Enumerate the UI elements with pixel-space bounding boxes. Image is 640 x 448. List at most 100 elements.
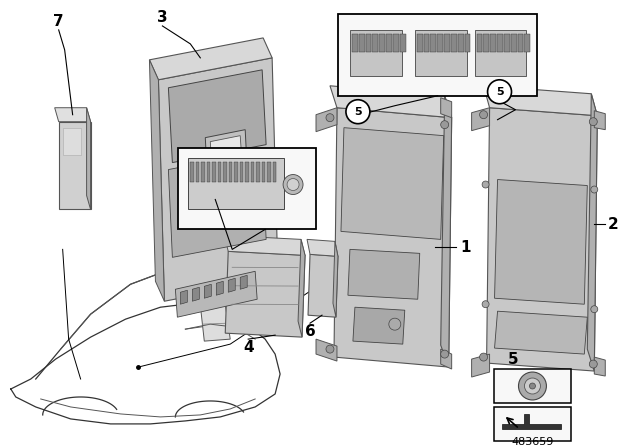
Polygon shape bbox=[441, 96, 452, 367]
Circle shape bbox=[346, 100, 370, 124]
Bar bbox=[393, 34, 399, 52]
Polygon shape bbox=[228, 278, 236, 292]
Polygon shape bbox=[204, 284, 211, 298]
Bar bbox=[202, 162, 205, 181]
Polygon shape bbox=[63, 128, 81, 155]
Text: 2: 2 bbox=[608, 217, 619, 232]
Bar bbox=[380, 34, 385, 52]
Circle shape bbox=[488, 80, 511, 104]
Bar bbox=[262, 162, 265, 181]
Circle shape bbox=[479, 353, 488, 361]
Bar bbox=[352, 34, 358, 52]
Bar bbox=[196, 162, 199, 181]
Polygon shape bbox=[441, 98, 452, 118]
Bar bbox=[483, 34, 489, 52]
Text: 6: 6 bbox=[305, 323, 316, 339]
Bar bbox=[273, 162, 276, 181]
Polygon shape bbox=[330, 86, 452, 118]
Polygon shape bbox=[334, 108, 452, 367]
Bar bbox=[490, 34, 496, 52]
Polygon shape bbox=[86, 108, 91, 210]
Bar bbox=[207, 162, 211, 181]
Circle shape bbox=[529, 383, 536, 389]
Text: 5: 5 bbox=[508, 352, 519, 366]
Circle shape bbox=[479, 111, 488, 119]
Bar bbox=[179, 148, 316, 229]
Polygon shape bbox=[200, 304, 230, 341]
Bar bbox=[190, 162, 194, 181]
Bar bbox=[415, 30, 467, 76]
Circle shape bbox=[326, 114, 334, 122]
Polygon shape bbox=[595, 357, 605, 376]
Bar bbox=[497, 34, 503, 52]
Bar bbox=[228, 162, 232, 181]
Bar bbox=[511, 34, 516, 52]
Polygon shape bbox=[333, 241, 338, 317]
Circle shape bbox=[441, 350, 449, 358]
Bar bbox=[477, 34, 483, 52]
Bar bbox=[417, 34, 422, 52]
Bar bbox=[256, 162, 260, 181]
Polygon shape bbox=[175, 271, 257, 317]
Circle shape bbox=[283, 175, 303, 194]
Bar bbox=[240, 162, 243, 181]
Circle shape bbox=[524, 378, 540, 394]
Circle shape bbox=[589, 360, 597, 368]
Bar bbox=[431, 34, 436, 52]
Circle shape bbox=[591, 306, 598, 313]
Circle shape bbox=[589, 118, 597, 126]
Polygon shape bbox=[441, 349, 452, 369]
Polygon shape bbox=[205, 129, 248, 198]
Bar bbox=[218, 162, 221, 181]
Polygon shape bbox=[216, 281, 223, 295]
Polygon shape bbox=[307, 239, 338, 256]
Bar bbox=[350, 30, 402, 76]
Bar bbox=[223, 162, 227, 181]
Polygon shape bbox=[588, 94, 597, 371]
Polygon shape bbox=[495, 180, 588, 304]
Polygon shape bbox=[59, 122, 91, 210]
Bar bbox=[386, 34, 392, 52]
Polygon shape bbox=[54, 108, 91, 122]
Bar bbox=[245, 162, 249, 181]
Polygon shape bbox=[348, 250, 420, 299]
Polygon shape bbox=[298, 239, 305, 337]
Circle shape bbox=[518, 372, 547, 400]
Text: 1: 1 bbox=[460, 240, 471, 255]
Bar bbox=[524, 34, 531, 52]
Circle shape bbox=[326, 345, 334, 353]
Bar bbox=[465, 34, 470, 52]
Polygon shape bbox=[486, 108, 597, 371]
Bar bbox=[267, 162, 271, 181]
Polygon shape bbox=[472, 354, 490, 377]
Text: 5: 5 bbox=[354, 107, 362, 117]
Text: 5: 5 bbox=[496, 87, 503, 97]
Polygon shape bbox=[224, 235, 305, 255]
Bar bbox=[365, 34, 371, 52]
Text: 483659: 483659 bbox=[511, 437, 554, 447]
Bar bbox=[504, 34, 510, 52]
Bar bbox=[251, 162, 254, 181]
Polygon shape bbox=[168, 70, 266, 163]
Bar bbox=[188, 158, 284, 210]
Polygon shape bbox=[341, 128, 444, 239]
Bar bbox=[338, 14, 538, 96]
Polygon shape bbox=[149, 60, 164, 301]
Polygon shape bbox=[159, 58, 278, 301]
Bar bbox=[444, 34, 450, 52]
Polygon shape bbox=[316, 339, 337, 361]
Circle shape bbox=[482, 181, 489, 188]
Polygon shape bbox=[353, 307, 404, 344]
Text: 7: 7 bbox=[53, 14, 64, 30]
Bar bbox=[212, 162, 216, 181]
Bar bbox=[437, 34, 443, 52]
Circle shape bbox=[389, 318, 401, 330]
Polygon shape bbox=[193, 287, 199, 301]
Circle shape bbox=[287, 179, 299, 190]
Bar bbox=[493, 407, 572, 441]
Polygon shape bbox=[211, 136, 243, 185]
Bar bbox=[424, 34, 429, 52]
Bar bbox=[475, 30, 527, 76]
Bar bbox=[518, 34, 524, 52]
Polygon shape bbox=[149, 38, 272, 80]
